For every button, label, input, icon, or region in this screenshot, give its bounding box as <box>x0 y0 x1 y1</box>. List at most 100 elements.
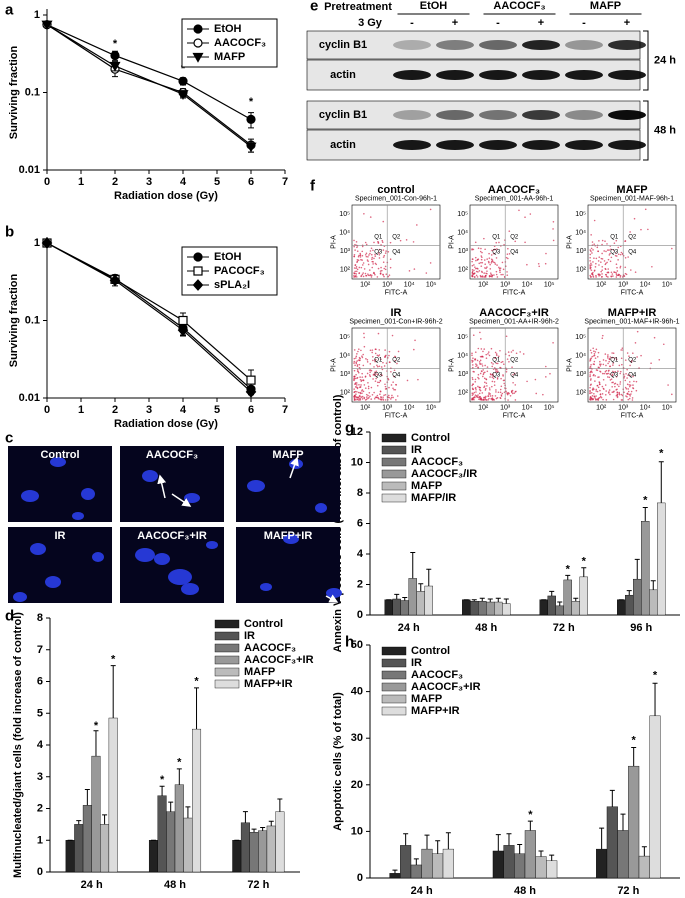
event-dot <box>601 275 603 278</box>
event-dot <box>498 266 500 269</box>
x-tick-label: 10⁵ <box>426 282 437 289</box>
event-dot <box>479 362 481 365</box>
event-dot <box>593 353 596 355</box>
event-dot <box>361 395 364 398</box>
event-dot <box>355 273 358 275</box>
x-axis-title: FITC-A <box>385 413 408 420</box>
band <box>393 70 431 80</box>
y-tick-label: 10² <box>340 267 351 274</box>
error-bar <box>599 827 605 850</box>
event-dot <box>598 396 601 399</box>
error-bar <box>517 843 523 854</box>
event-dot <box>361 372 363 375</box>
band <box>393 110 431 120</box>
event-dot <box>483 272 485 274</box>
quadrant-label: Q2 <box>392 358 401 364</box>
event-dot <box>471 275 473 278</box>
event-dot <box>360 380 363 383</box>
event-dot <box>619 276 622 278</box>
event-dot <box>593 392 595 395</box>
event-dot <box>380 399 383 401</box>
event-dot <box>378 349 381 351</box>
band <box>565 70 603 80</box>
panel-label: e <box>310 0 318 15</box>
event-dot <box>623 275 625 277</box>
legend-swatch <box>214 643 240 653</box>
event-dot <box>602 398 604 401</box>
event-dot <box>615 271 617 274</box>
event-dot <box>607 392 610 394</box>
event-dot <box>477 373 480 376</box>
legend-swatch <box>381 706 407 716</box>
y-tick-label: 10⁴ <box>575 353 586 360</box>
marker <box>110 50 120 61</box>
y-tick-label: 6 <box>357 518 363 530</box>
event-dot <box>487 351 490 353</box>
event-dot <box>362 379 365 382</box>
quadrant-label: Q1 <box>610 235 619 241</box>
event-dot <box>365 398 368 400</box>
error-bar <box>76 820 82 825</box>
event-dot <box>594 397 596 399</box>
marker <box>245 385 257 398</box>
time-label: 48 h <box>654 125 676 137</box>
event-dot <box>478 398 480 400</box>
event-dot <box>519 351 521 353</box>
event-dot <box>353 254 356 256</box>
event-dot <box>634 342 637 344</box>
event-dot <box>360 275 362 278</box>
event-dot <box>589 386 591 389</box>
event-dot <box>614 385 616 388</box>
event-dot <box>601 273 603 275</box>
event-dot <box>589 253 592 256</box>
event-dot <box>605 390 607 392</box>
event-dot <box>593 350 595 352</box>
dose-sign: - <box>496 17 500 29</box>
y-tick-label: 40 <box>351 686 363 698</box>
event-dot <box>599 360 601 363</box>
panel-label: h <box>345 634 354 651</box>
legend-label: MAFP/IR <box>411 492 456 504</box>
bracket <box>643 100 649 161</box>
event-dot <box>396 362 398 365</box>
event-dot <box>369 395 371 398</box>
event-dot <box>616 396 619 399</box>
event-dot <box>481 375 484 378</box>
event-dot <box>611 373 614 376</box>
event-dot <box>605 364 607 367</box>
quadrant-label: Q1 <box>374 358 383 364</box>
bar <box>408 578 417 616</box>
event-dot <box>365 396 368 398</box>
y-axis-title: Multinucleated/giant cells (fold increas… <box>12 612 24 878</box>
event-dot <box>484 274 487 277</box>
bar <box>625 594 634 616</box>
bar <box>596 848 608 879</box>
y-tick-label: 10⁵ <box>575 334 586 341</box>
bar <box>633 578 642 616</box>
event-dot <box>489 263 491 266</box>
event-dot <box>619 265 622 268</box>
event-dot <box>614 370 617 373</box>
quadrant-label: Q4 <box>628 373 637 379</box>
event-dot <box>377 381 379 384</box>
error-bar <box>93 730 99 757</box>
event-dot <box>489 272 492 274</box>
error-bar <box>527 820 533 831</box>
event-dot <box>650 362 652 365</box>
event-dot <box>483 348 486 350</box>
event-dot <box>363 332 365 335</box>
event-dot <box>353 349 356 351</box>
event-dot <box>377 396 379 399</box>
quadrant-label: Q2 <box>628 358 637 364</box>
event-dot <box>374 273 376 276</box>
event-dot <box>480 255 483 257</box>
event-dot <box>596 390 599 393</box>
y-tick-label: 5 <box>37 707 43 719</box>
event-dot <box>387 250 390 253</box>
event-dot <box>376 364 378 367</box>
event-dot <box>384 356 386 359</box>
legend-label: IR <box>411 657 422 669</box>
event-dot <box>384 252 387 254</box>
event-dot <box>628 355 630 357</box>
event-dot <box>502 273 504 276</box>
